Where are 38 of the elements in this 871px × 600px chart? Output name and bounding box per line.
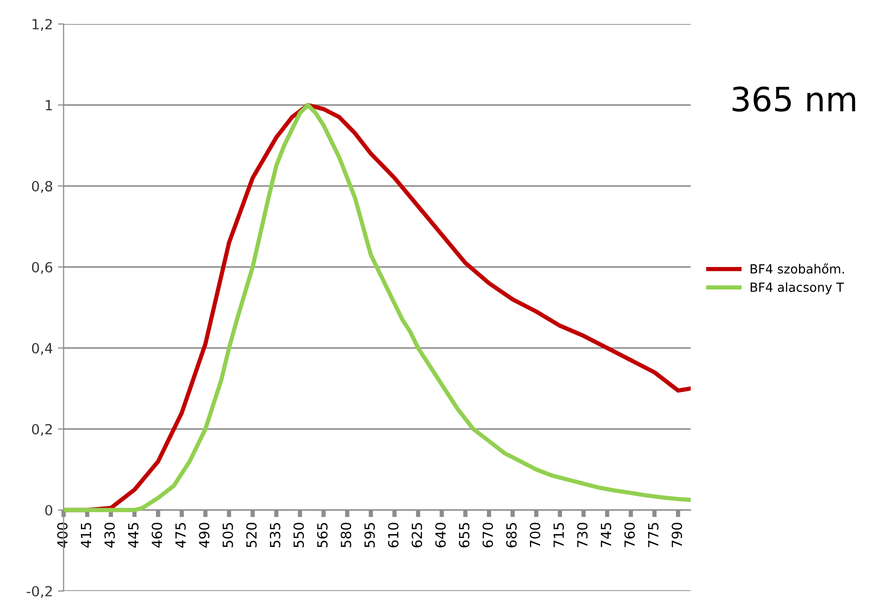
y-tick-label: 0,2 xyxy=(32,424,52,436)
x-tick-label: 490 xyxy=(198,522,210,548)
y-tick-label: 0,6 xyxy=(32,262,52,274)
x-tick-label: 715 xyxy=(554,523,564,548)
x-tick-label: 565 xyxy=(317,523,328,548)
x-tick-label: 460 xyxy=(152,522,162,548)
x-tick-label: 595 xyxy=(364,523,375,548)
x-tick-label: 505 xyxy=(222,523,234,548)
text: 365 nm xyxy=(732,86,856,112)
y-tick-label: 0,4 xyxy=(32,342,52,355)
x-tick-label: 415 xyxy=(80,523,92,548)
legend-label: BF4 szobahőm. xyxy=(750,263,844,274)
x-tick-label: 520 xyxy=(246,522,257,548)
legend-label: BF4 alacsony T xyxy=(750,282,844,294)
x-tick-label: 745 xyxy=(600,523,612,548)
x-tick-label: 730 xyxy=(577,522,588,548)
x-tick-label: 535 xyxy=(270,523,280,548)
x-tick-label: 700 xyxy=(530,522,540,548)
x-tick-label: 655 xyxy=(458,523,470,548)
x-tick-label: 775 xyxy=(648,523,658,548)
x-tick-label: 760 xyxy=(624,522,635,548)
y-tick-label: 0,8 xyxy=(32,180,52,193)
x-tick-label: 610 xyxy=(388,522,399,548)
x-tick-label: 430 xyxy=(104,522,115,548)
x-tick-label: 580 xyxy=(340,522,352,548)
x-tick-label: 790 xyxy=(672,522,682,548)
y-tick-label: 1 xyxy=(46,100,52,110)
y-tick-label: 1,2 xyxy=(32,18,52,31)
x-tick-label: 670 xyxy=(482,522,494,548)
x-tick-label: 475 xyxy=(175,523,186,548)
x-tick-label: 625 xyxy=(412,523,422,548)
x-tick-label: 445 xyxy=(128,523,139,548)
y-tick-label: 0 xyxy=(45,504,52,516)
x-tick-label: 400 xyxy=(57,522,68,548)
x-tick-label: 640 xyxy=(435,522,446,548)
x-tick-label: 550 xyxy=(293,522,304,548)
x-tick-label: 685 xyxy=(506,523,517,548)
y-tick-label: -0,2 xyxy=(26,586,52,598)
